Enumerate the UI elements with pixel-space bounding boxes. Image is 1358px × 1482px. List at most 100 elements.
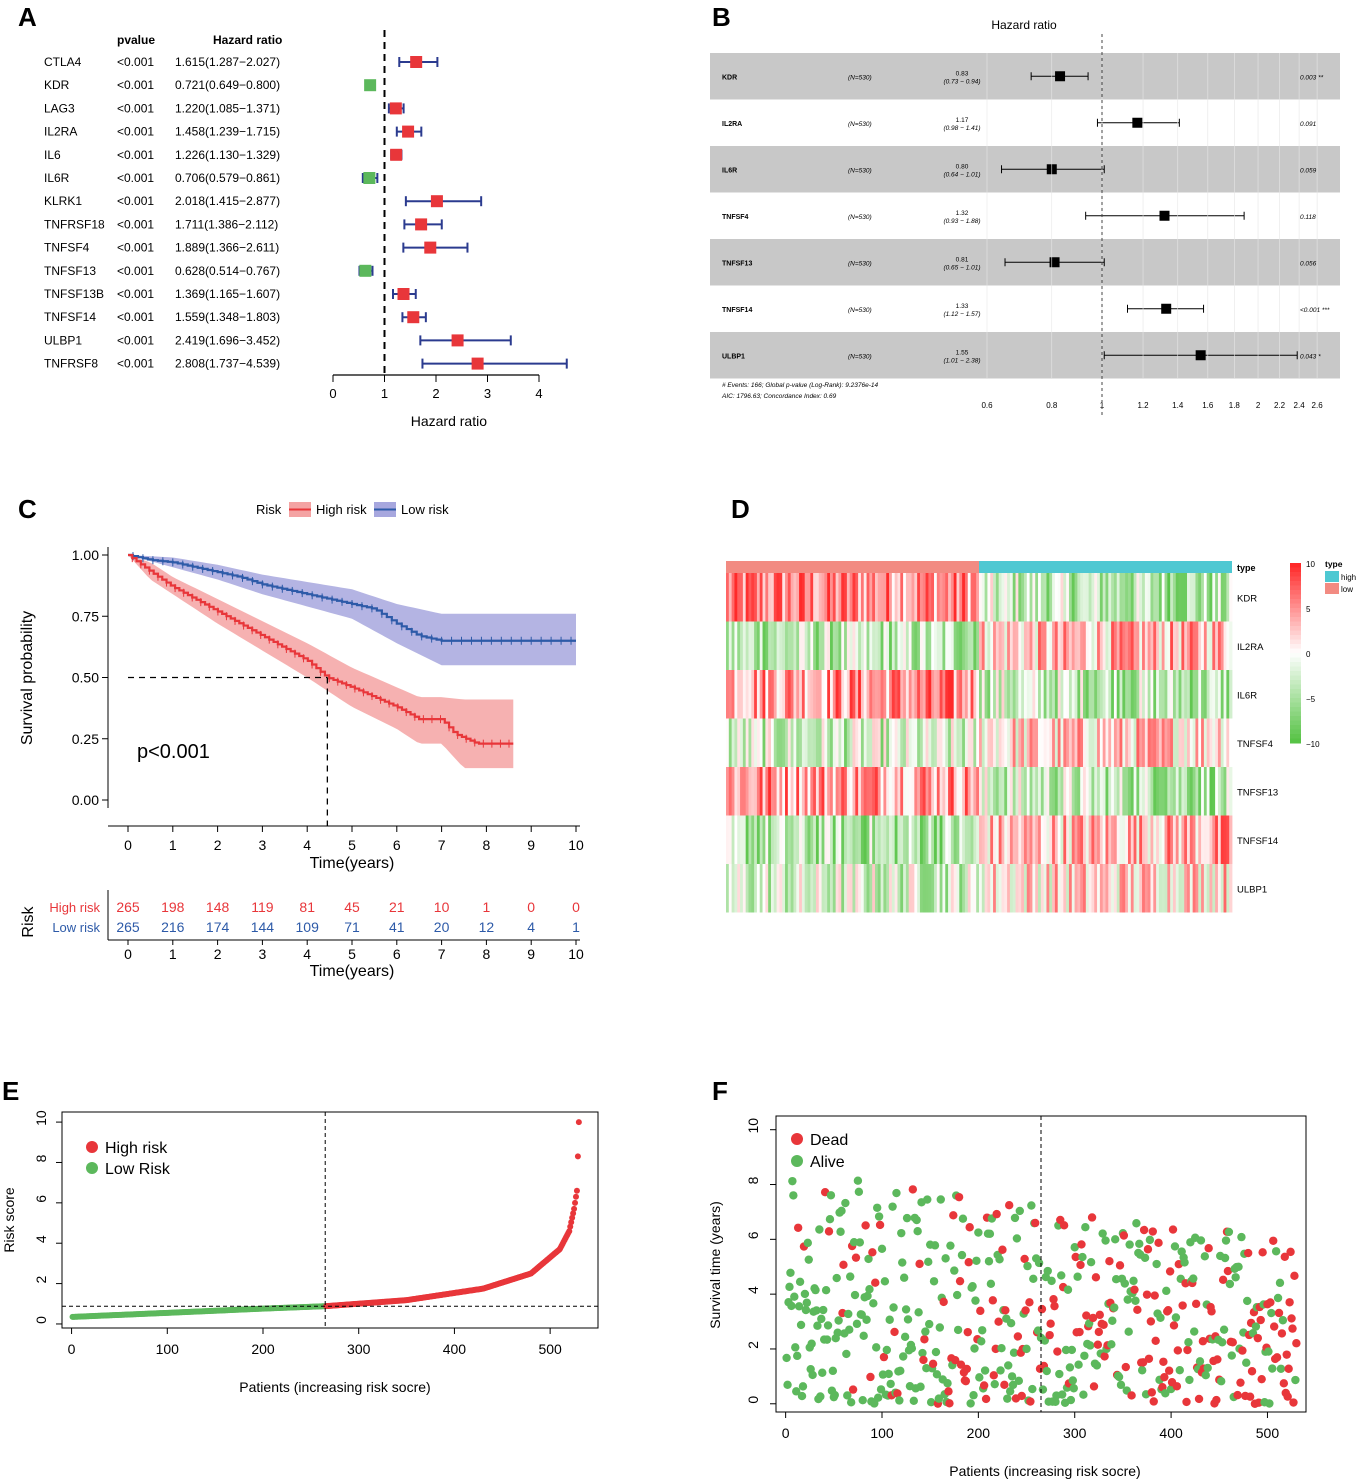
- heatmap-cell: [734, 670, 738, 719]
- heatmap-cell: [973, 621, 977, 670]
- heatmap-cell: [1195, 621, 1199, 670]
- hr-point: [1195, 350, 1206, 361]
- hr-label: 0.628(0.514−0.767): [175, 264, 280, 278]
- heatmap-cell: [1018, 815, 1022, 864]
- heatmap-cell: [976, 621, 980, 670]
- heatmap-cell: [748, 815, 752, 864]
- patient-point: [952, 1290, 962, 1300]
- patient-point: [869, 1299, 878, 1308]
- heatmap-cell: [737, 864, 741, 913]
- hr-point: [415, 218, 428, 231]
- heatmap-cell: [970, 573, 974, 622]
- heatmap-cell: [925, 573, 929, 622]
- heatmap-cell: [815, 573, 820, 622]
- patient-point: [1277, 1329, 1287, 1338]
- heatmap-cell: [908, 815, 912, 864]
- heatmap-cell: [970, 864, 974, 913]
- heatmap-cell: [1009, 621, 1014, 670]
- heatmap-cell: [790, 718, 794, 767]
- heatmap-cell: [987, 718, 991, 767]
- heatmap-cell: [1043, 718, 1047, 767]
- patient-point: [1099, 1320, 1108, 1329]
- heatmap-cell: [990, 767, 994, 816]
- heatmap-cell: [1229, 864, 1233, 913]
- patient-point: [1164, 1366, 1174, 1375]
- heatmap-cell: [731, 767, 735, 816]
- n-label: (N=530): [848, 167, 872, 174]
- heatmap-cell: [1184, 573, 1188, 622]
- heatmap-cell: [1209, 670, 1213, 719]
- heatmap-cell: [762, 864, 766, 913]
- x-tick-label: 2: [1256, 401, 1261, 410]
- hr-point: [359, 264, 372, 277]
- heatmap-cell: [934, 573, 938, 622]
- patient-point: [1170, 1242, 1180, 1251]
- heatmap-cell: [731, 815, 735, 864]
- heatmap-cell: [1035, 573, 1039, 622]
- color-scale-tick-label: −10: [1306, 740, 1320, 749]
- pvalue-label: <0.001: [117, 241, 154, 255]
- heatmap-cell: [1060, 573, 1064, 622]
- heatmap-cell: [745, 767, 749, 816]
- heatmap-cell: [852, 815, 856, 864]
- heatmap-cell: [956, 621, 960, 670]
- heatmap-cell: [1094, 670, 1098, 719]
- heatmap-cell: [1206, 864, 1210, 913]
- hr-point: [451, 334, 464, 347]
- heatmap-cell: [1105, 815, 1109, 864]
- heatmap-cell: [1060, 815, 1064, 864]
- patient-point: [850, 1290, 860, 1300]
- patient-point: [953, 1325, 963, 1335]
- heatmap-cell: [815, 815, 820, 864]
- heatmap-cell: [1091, 621, 1095, 670]
- heatmap-cell: [855, 767, 859, 816]
- heatmap-cell: [787, 718, 792, 767]
- heatmap-cell: [1057, 670, 1061, 719]
- heatmap-cell: [1004, 573, 1008, 622]
- heatmap-cell: [844, 670, 848, 719]
- heatmap-cell: [796, 815, 800, 864]
- hr-value: 0.80: [956, 163, 969, 170]
- patient-point: [1286, 1247, 1295, 1257]
- heatmap-cell: [1156, 670, 1160, 719]
- heatmap-cell: [768, 573, 772, 622]
- heatmap-cell: [1066, 573, 1070, 622]
- patient-point: [841, 1198, 850, 1208]
- patient-point: [797, 1391, 807, 1401]
- panel-letter-f: F: [712, 1076, 728, 1106]
- heatmap-cell: [1144, 670, 1149, 719]
- heatmap-cell: [790, 621, 794, 670]
- heatmap-cell: [1001, 670, 1005, 719]
- n-label: (N=530): [848, 121, 872, 128]
- heatmap-cell: [1195, 573, 1199, 622]
- heatmap-cell: [1122, 815, 1126, 864]
- heatmap-cell: [872, 573, 876, 622]
- patient-point: [859, 1331, 868, 1341]
- patient-point: [884, 1369, 893, 1379]
- heatmap-cell: [889, 573, 893, 622]
- heatmap-cell: [1125, 767, 1129, 816]
- heatmap-cell: [1144, 621, 1149, 670]
- color-scale-step: [1290, 702, 1301, 708]
- heatmap-cell: [866, 815, 870, 864]
- heatmap-cell: [810, 573, 814, 622]
- heatmap-cell: [728, 767, 733, 816]
- heatmap-cell: [877, 864, 882, 913]
- x-tick-label: 2: [214, 837, 222, 853]
- heatmap-cell: [1161, 815, 1165, 864]
- heatmap-cell: [1052, 670, 1056, 719]
- heatmap-cell: [754, 815, 758, 864]
- heatmap-cell: [1018, 864, 1022, 913]
- patient-point: [1074, 1360, 1083, 1369]
- heatmap-cell: [1142, 864, 1146, 913]
- heatmap-cell: [1068, 621, 1073, 670]
- heatmap-cell: [1156, 718, 1160, 767]
- heatmap-cell: [1223, 815, 1227, 864]
- heatmap-cell: [1229, 621, 1233, 670]
- risk-count-high: 1: [483, 899, 491, 915]
- patient-point: [885, 1315, 894, 1324]
- heatmap-cell: [1004, 621, 1008, 670]
- heatmap-cell: [810, 815, 814, 864]
- heatmap-cell: [942, 767, 946, 816]
- patient-point: [800, 1289, 810, 1299]
